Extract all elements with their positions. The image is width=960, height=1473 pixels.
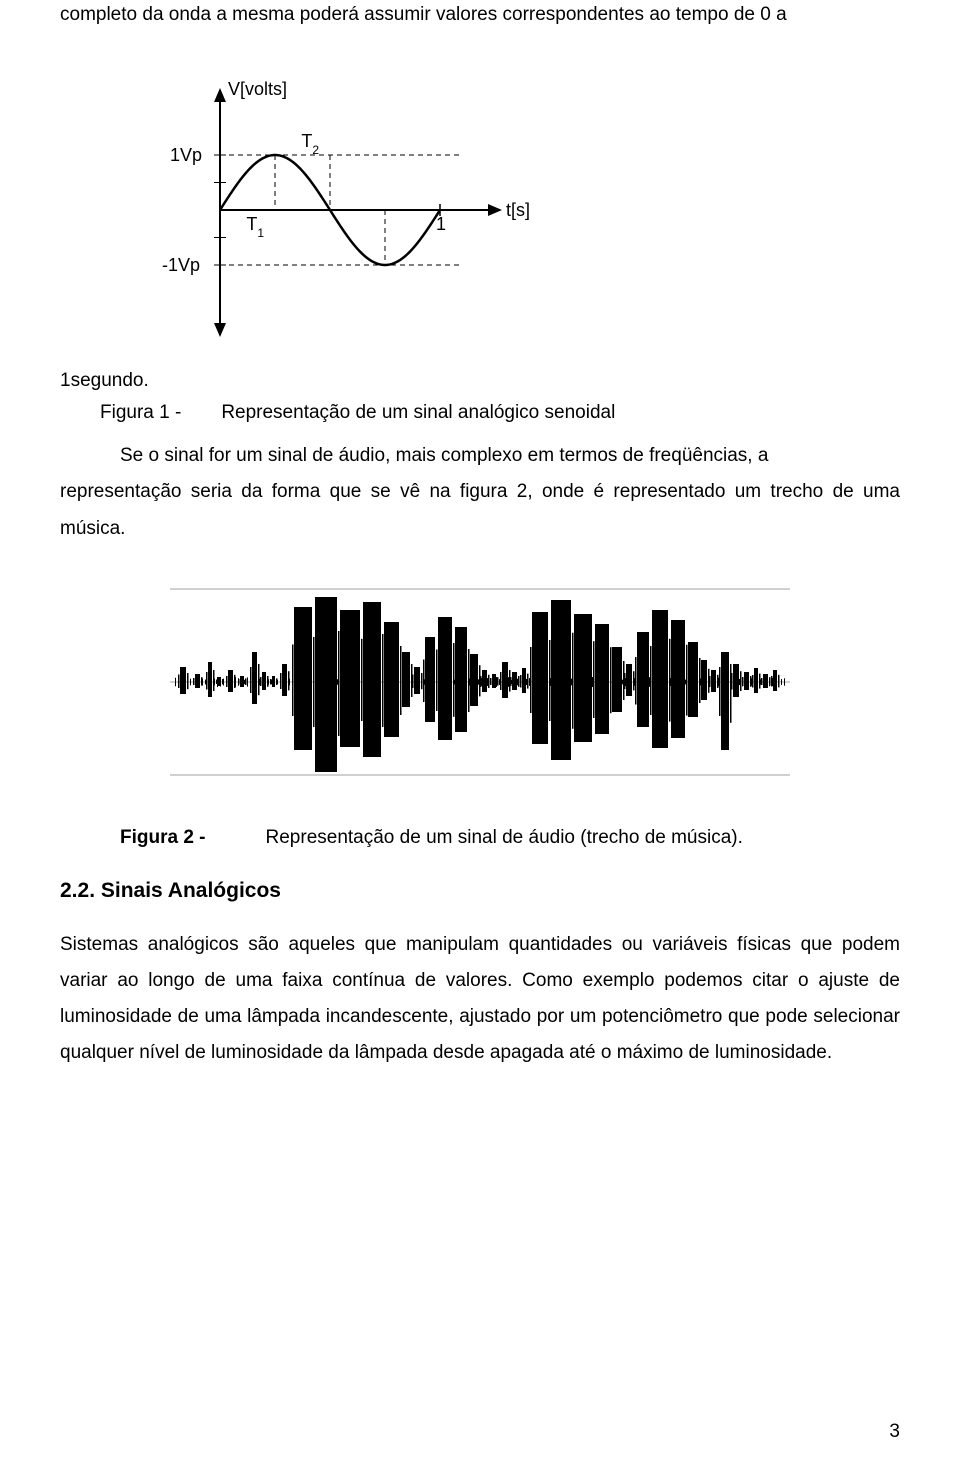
figure-1-sine-diagram: V[volts] t[s] 1Vp -1Vp T1 T2 1 bbox=[120, 70, 540, 350]
body-paragraph: Sistemas analógicos são aqueles que mani… bbox=[60, 927, 900, 1071]
figure-2-container bbox=[60, 577, 900, 787]
figure-1-container: V[volts] t[s] 1Vp -1Vp T1 T2 1 bbox=[60, 70, 900, 350]
section-heading-2-2: 2.2. Sinais Analógicos bbox=[60, 879, 900, 903]
figure-2-waveform bbox=[170, 577, 790, 787]
svg-text:t[s]: t[s] bbox=[506, 200, 530, 220]
page-number: 3 bbox=[889, 1421, 900, 1443]
svg-text:T2: T2 bbox=[301, 131, 319, 157]
svg-text:1Vp: 1Vp bbox=[170, 145, 202, 165]
svg-text:1: 1 bbox=[436, 214, 446, 234]
one-second-label: 1segundo. bbox=[60, 370, 900, 392]
figure-2-caption: Figura 2 - Representação de um sinal de … bbox=[60, 827, 900, 849]
paragraph-1-line1: Se o sinal for um sinal de áudio, mais c… bbox=[60, 438, 900, 474]
figure-2-caption-label: Figura 2 - bbox=[120, 827, 206, 849]
figure-1-caption: Figura 1 - Representação de um sinal ana… bbox=[60, 402, 900, 424]
svg-text:V[volts]: V[volts] bbox=[228, 79, 287, 99]
svg-text:-1Vp: -1Vp bbox=[162, 255, 200, 275]
paragraph-1-rest: representação seria da forma que se vê n… bbox=[60, 481, 900, 538]
figure-1-caption-text: Representação de um sinal analógico seno… bbox=[221, 402, 615, 424]
top-fragment-text: completo da onda a mesma poderá assumir … bbox=[60, 0, 900, 30]
paragraph-1: Se o sinal for um sinal de áudio, mais c… bbox=[60, 438, 900, 546]
figure-2-caption-text: Representação de um sinal de áudio (trec… bbox=[266, 827, 743, 849]
svg-text:T1: T1 bbox=[246, 214, 264, 240]
figure-1-caption-label: Figura 1 - bbox=[100, 402, 181, 424]
